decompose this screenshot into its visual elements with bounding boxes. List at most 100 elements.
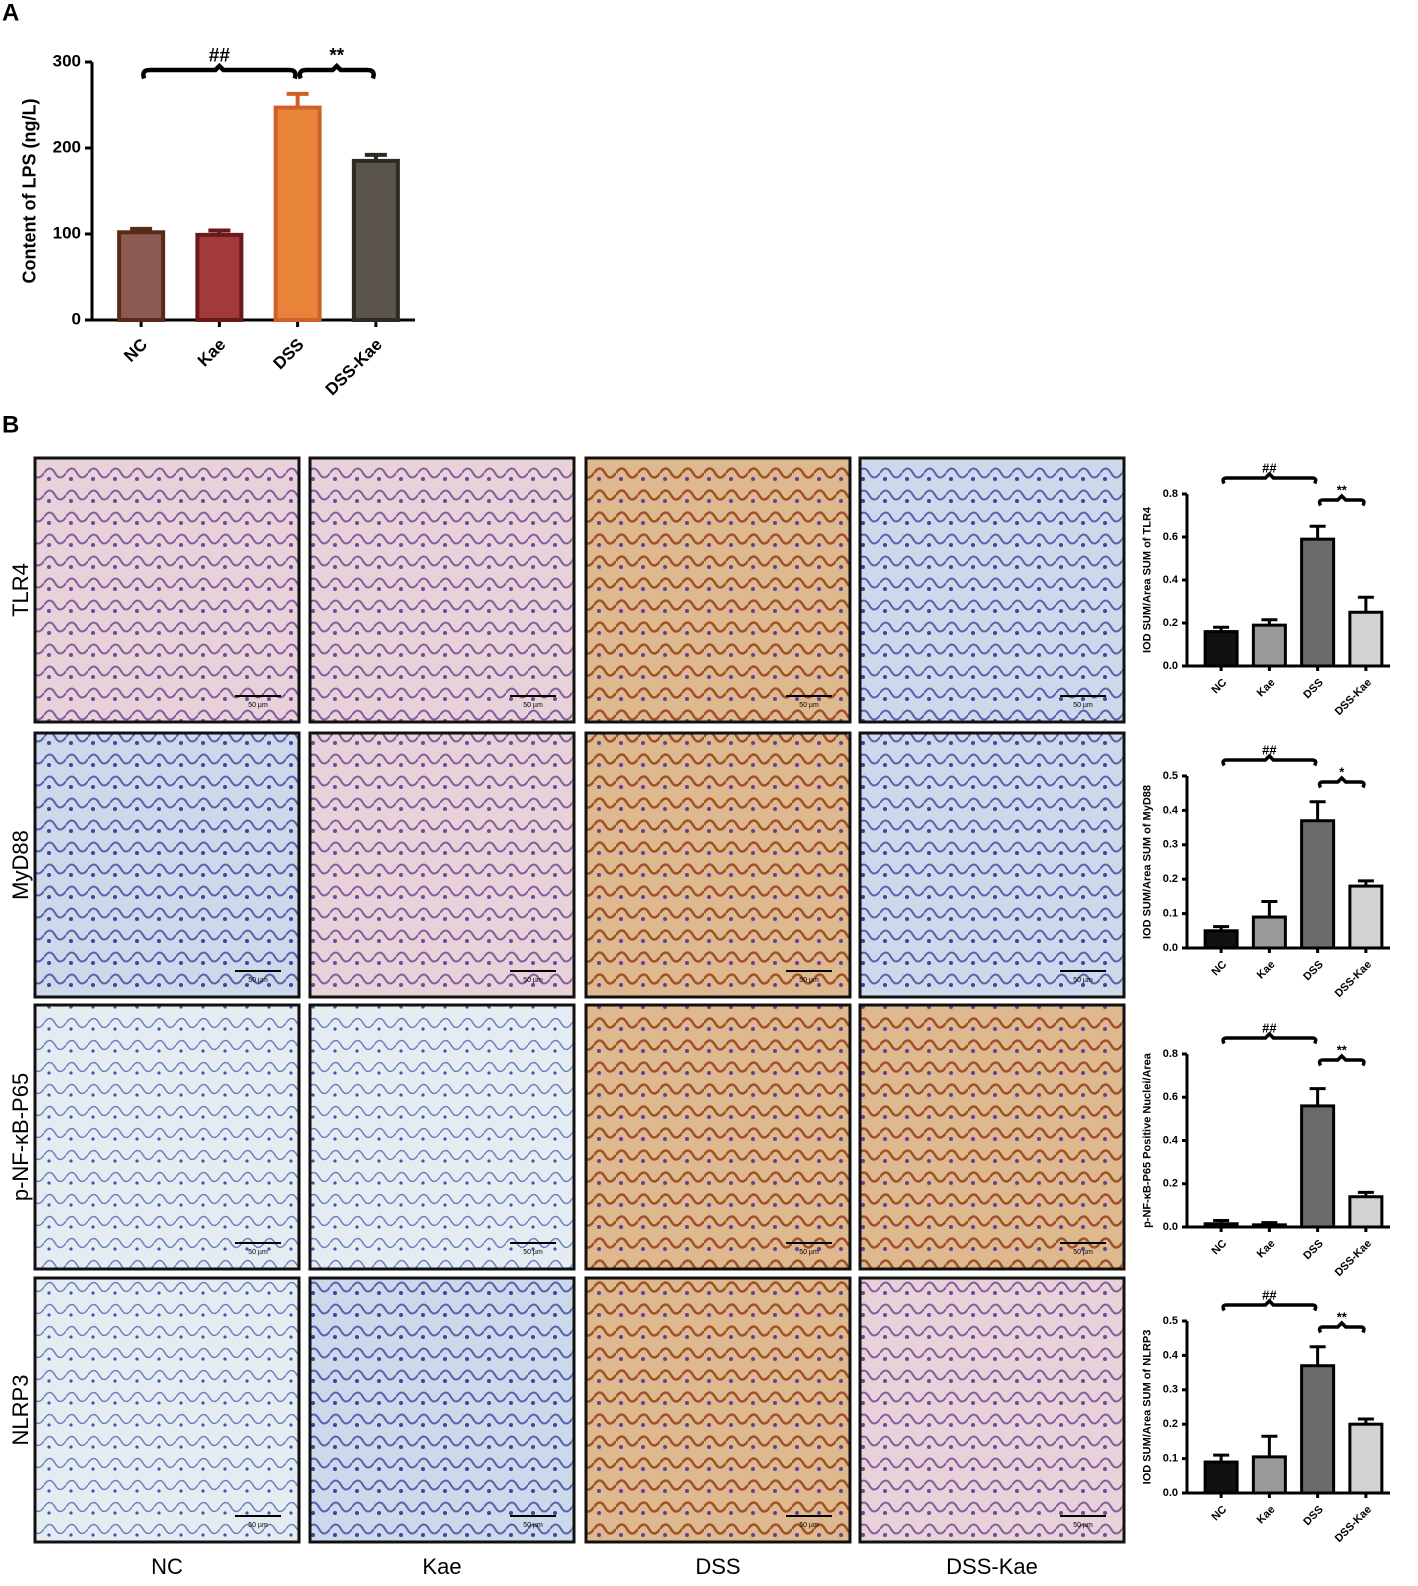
scale-bar-label: 50 µm [1073,1522,1093,1529]
bar [1251,915,1287,950]
x-tick-label: Kae [194,335,229,370]
y-tick-label: 0.2 [1163,1418,1178,1430]
micrograph [858,731,1126,999]
bar [1348,884,1384,950]
x-tick-label: Kae [1255,959,1278,982]
scale-bar-label: 50 µm [799,977,819,984]
significance-bracket [1221,1031,1318,1045]
significance-bracket [1317,493,1366,507]
x-tick-label: NC [1210,677,1230,697]
column-label: DSS [695,1554,740,1579]
error-bar [286,91,309,108]
error-bar [1213,1453,1230,1463]
scale-bar-label: 50 µm [523,977,543,984]
error-bar [1357,1417,1374,1425]
significance-bracket [1317,1320,1366,1334]
error-bar [1261,1434,1278,1457]
micrograph [584,731,852,999]
y-tick-label: 0.3 [1163,1384,1178,1396]
bar [351,158,400,322]
x-tick-label: DSS-Kae [1333,677,1374,718]
bar [117,230,166,322]
scale-bar-label: 50 µm [1073,977,1093,984]
significance-label: ## [1262,743,1277,758]
x-tick-label: DSS [1301,1504,1325,1528]
bar [1300,1104,1336,1229]
significance-label: ## [209,45,231,66]
error-bar [1357,879,1374,887]
row-label: TLR4 [8,563,33,617]
y-tick-label: 0.0 [1163,1487,1178,1499]
error-bar [1309,800,1326,821]
significance-bracket [1221,1298,1318,1312]
bar [1300,1364,1336,1495]
y-tick-label: 0.5 [1163,1315,1178,1327]
y-tick-label: 0.5 [1163,770,1178,782]
x-tick-label: Kae [1255,677,1278,700]
y-tick-label: 0 [72,309,81,328]
y-tick-label: 0.8 [1163,1048,1178,1060]
significance-bracket [141,62,298,80]
y-tick-label: 0.4 [1163,804,1179,816]
x-tick-label: Kae [1255,1504,1278,1527]
x-tick-label: NC [120,335,151,366]
y-tick-label: 100 [53,223,81,242]
panel-label: B [2,411,19,438]
error-bar [1261,1221,1278,1225]
micrograph [33,456,301,724]
y-axis-label: IOD SUM/Area SUM of NLRP3 [1141,1330,1153,1485]
x-tick-label: NC [1210,959,1230,979]
error-bar [1357,1190,1374,1197]
significance-label: * [1339,765,1345,780]
scale-bar-label: 50 µm [799,702,819,709]
y-axis-label: IOD SUM/Area SUM of TLR4 [1141,506,1153,653]
bar [1348,1422,1384,1495]
x-tick-label: DSS [269,335,307,373]
y-tick-label: 300 [53,51,81,70]
column-label: Kae [422,1554,461,1579]
error-bar [1213,1219,1230,1224]
error-bar [1213,925,1230,931]
y-tick-label: 0.2 [1163,1178,1178,1190]
scale-bar-label: 50 µm [1073,1249,1093,1256]
scale-bar-label: 50 µm [248,702,268,709]
significance-label: ** [1337,1310,1348,1325]
scale-bar-label: 50 µm [523,702,543,709]
row-label: MyD88 [8,830,33,900]
y-tick-label: 0.4 [1163,574,1179,586]
micrograph-grid: 50 µm 50 µm 50 µm 50 µm 50 µm 50 µm 50 µm 50 µm… [33,456,1126,1544]
bar [273,105,322,322]
bar [1300,819,1336,950]
significance-bracket [1317,775,1366,789]
significance-bracket [1221,753,1318,767]
bar [195,232,244,322]
error-bar [1213,625,1230,632]
micrograph [584,1003,852,1271]
y-axis-label: IOD SUM/Area SUM of MyD88 [1141,785,1153,939]
x-tick-label: DSS-Kae [1333,1504,1374,1545]
column-label: DSS-Kae [946,1554,1038,1579]
bar [1203,630,1239,668]
bar [1300,537,1336,668]
y-tick-label: 0.0 [1163,660,1178,672]
significance-label: ## [1262,1021,1277,1036]
micrograph [33,731,301,999]
error-bar [1309,524,1326,540]
y-tick-label: 0.6 [1163,531,1178,543]
micrograph [308,1003,576,1271]
significance-bracket [1221,471,1318,485]
column-label: NC [151,1554,183,1579]
significance-label: ## [1262,1288,1277,1303]
error-bar [130,226,153,233]
micrograph [858,456,1126,724]
significance-label: ## [1262,461,1277,476]
micrograph [308,731,576,999]
micrograph [584,1276,852,1544]
x-tick-label: DSS [1301,959,1325,983]
error-bar [208,228,231,235]
error-bar [1261,900,1278,918]
scale-bar-label: 50 µm [799,1249,819,1256]
significance-bracket [1317,1053,1366,1067]
bar [1203,929,1239,950]
